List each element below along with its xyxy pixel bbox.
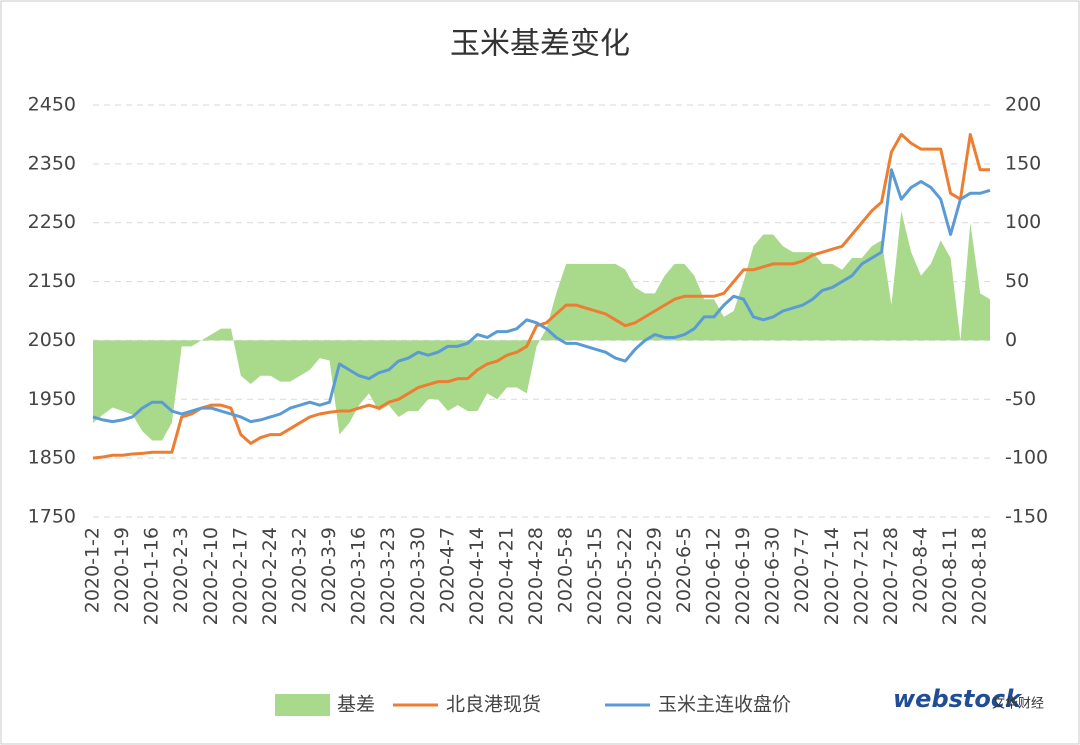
x-tick-label: 2020-6-30 xyxy=(762,527,784,625)
x-tick-label: 2020-4-7 xyxy=(436,527,458,613)
legend-label: 北良港现货 xyxy=(446,694,541,716)
x-tick-label: 2020-2-24 xyxy=(259,527,281,625)
series-line xyxy=(92,168,991,424)
x-tick-label: 2020-7-28 xyxy=(880,527,902,625)
x-tick-label: 2020-4-14 xyxy=(466,527,488,625)
x-tick-label: 2020-3-2 xyxy=(289,527,311,613)
x-tick-label: 2020-6-19 xyxy=(732,527,754,625)
y2-tick-label: 100 xyxy=(1005,211,1041,233)
y-tick-label: 1850 xyxy=(28,447,76,469)
x-tick-label: 2020-1-16 xyxy=(141,527,163,625)
x-tick-label: 2020-6-5 xyxy=(673,527,695,613)
x-tick-label: 2020-6-12 xyxy=(703,527,725,625)
x-tick-label: 2020-3-9 xyxy=(318,527,340,613)
x-tick-label: 2020-5-15 xyxy=(584,527,606,625)
x-tick-label: 2020-1-2 xyxy=(82,527,104,613)
x-tick-label: 2020-2-17 xyxy=(229,527,251,625)
x-tick-label: 2020-7-14 xyxy=(821,527,843,625)
x-tick-label: 2020-7-7 xyxy=(791,527,813,613)
x-tick-label: 2020-4-28 xyxy=(525,527,547,625)
y2-tick-label: -150 xyxy=(1005,506,1048,528)
y-tick-label: 2050 xyxy=(28,329,76,351)
x-tick-label: 2020-3-30 xyxy=(407,527,429,625)
legend-label: 基差 xyxy=(337,694,375,716)
x-tick-label: 2020-3-23 xyxy=(377,527,399,625)
y2-tick-label: 150 xyxy=(1005,152,1041,174)
y-tick-label: 1950 xyxy=(28,388,76,410)
legend-label: 玉米主连收盘价 xyxy=(658,694,791,716)
y-tick-label: 2350 xyxy=(28,152,76,174)
x-tick-label: 2020-8-18 xyxy=(969,527,991,625)
x-tick-label: 2020-2-10 xyxy=(200,527,222,625)
legend-swatch xyxy=(275,694,330,716)
x-tick-label: 2020-7-21 xyxy=(850,527,872,625)
y-tick-label: 2150 xyxy=(28,270,76,292)
watermark-logo: webstock xyxy=(893,685,1023,713)
y2-tick-label: -50 xyxy=(1005,388,1036,410)
x-tick-label: 2020-8-4 xyxy=(910,527,932,613)
x-tick-label: 2020-4-21 xyxy=(496,527,518,625)
y-tick-label: 2250 xyxy=(28,211,76,233)
x-tick-label: 2020-3-16 xyxy=(348,527,370,625)
x-tick-label: 2020-8-11 xyxy=(939,527,961,625)
chart-title: 玉米基差变化 xyxy=(450,27,630,62)
y-tick-label: 1750 xyxy=(28,506,76,528)
x-tick-label: 2020-5-29 xyxy=(643,527,665,625)
y2-tick-label: 200 xyxy=(1005,94,1041,116)
x-tick-label: 2020-2-3 xyxy=(170,527,192,613)
y2-tick-label: 0 xyxy=(1005,329,1017,351)
x-tick-label: 2020-1-9 xyxy=(111,527,133,613)
x-tick-label: 2020-5-8 xyxy=(555,527,577,613)
x-tick-label: 2020-5-22 xyxy=(614,527,636,625)
watermark-text: 文华财经 xyxy=(992,697,1044,712)
y2-tick-label: 50 xyxy=(1005,270,1029,292)
basis-area xyxy=(93,210,990,441)
y2-tick-label: -100 xyxy=(1005,447,1048,469)
y-tick-label: 2450 xyxy=(28,94,76,116)
